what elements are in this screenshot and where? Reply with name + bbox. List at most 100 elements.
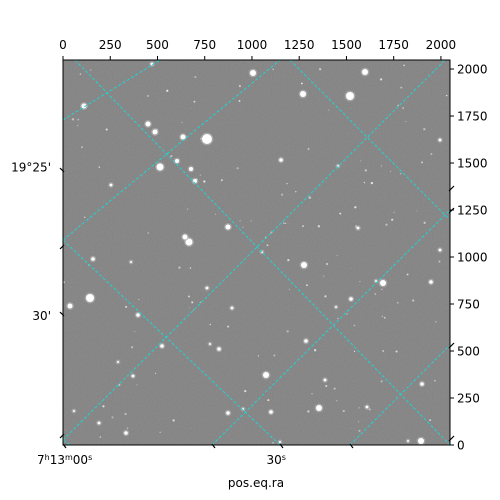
faint-star <box>147 232 149 234</box>
faint-star <box>270 231 273 234</box>
faint-star <box>325 384 328 388</box>
faint-star <box>200 137 202 140</box>
faint-star <box>423 128 426 131</box>
top-tick-label: 250 <box>99 38 122 52</box>
faint-star <box>359 281 361 283</box>
star <box>202 134 212 144</box>
faint-star <box>239 220 241 222</box>
faint-star <box>257 355 260 357</box>
faint-star <box>166 89 169 92</box>
faint-star <box>90 69 92 71</box>
star <box>269 410 273 414</box>
faint-star <box>159 431 161 434</box>
star <box>438 138 442 142</box>
faint-star <box>364 169 367 172</box>
star <box>124 431 128 435</box>
star <box>279 441 281 443</box>
faint-star <box>244 389 247 393</box>
right-tick-label: 0 <box>457 439 465 453</box>
faint-star <box>181 122 183 124</box>
faint-star <box>273 354 276 357</box>
star <box>349 297 353 301</box>
faint-star <box>284 222 287 225</box>
faint-star <box>286 182 288 185</box>
bottom-ra-axis: 7h13m00s 30s <box>37 185 455 468</box>
right-tick-label: 750 <box>457 298 480 312</box>
faint-star <box>98 166 101 168</box>
dec-tick-label: 30' <box>32 309 51 323</box>
star <box>346 92 354 100</box>
star <box>429 280 433 284</box>
star <box>407 440 409 442</box>
faint-star <box>445 94 448 97</box>
star <box>136 313 140 317</box>
top-tick-label: 2000 <box>426 38 457 52</box>
star <box>145 121 151 127</box>
star <box>356 226 360 230</box>
star <box>130 261 132 263</box>
left-tick <box>59 167 65 173</box>
faint-star <box>102 405 105 408</box>
faint-star <box>156 128 158 131</box>
right-tick-label: 500 <box>457 345 480 359</box>
faint-star <box>79 73 82 75</box>
faint-star <box>342 409 345 413</box>
faint-star <box>385 223 388 226</box>
star <box>67 303 73 309</box>
faint-star <box>383 316 386 319</box>
faint-star <box>328 109 330 111</box>
faint-star <box>188 307 190 309</box>
faint-star <box>193 100 196 103</box>
faint-star <box>295 190 297 193</box>
star <box>279 158 283 162</box>
faint-star <box>395 350 398 353</box>
faint-star <box>393 211 395 214</box>
ra-tick-label: 7h13m00s <box>37 453 92 468</box>
left-tick <box>59 433 65 439</box>
star <box>205 286 209 290</box>
faint-star <box>381 288 383 290</box>
faint-star <box>325 262 329 266</box>
faint-star <box>406 273 409 276</box>
ra-grid-line <box>63 60 161 121</box>
faint-star <box>374 293 377 295</box>
dec-grid-line <box>63 439 71 445</box>
faint-star <box>111 416 114 419</box>
faint-star <box>306 284 308 287</box>
faint-star <box>358 407 360 409</box>
faint-star <box>196 178 198 181</box>
bottom-tick <box>279 443 284 449</box>
right-tick-label: 1500 <box>457 157 488 171</box>
faint-star <box>353 324 356 327</box>
star <box>380 280 386 286</box>
faint-star <box>433 379 436 382</box>
faint-star <box>84 216 86 219</box>
right-pixel-axis: 0 250 500 750 1000 1250 1500 1750 2000 <box>450 63 488 453</box>
faint-star <box>124 412 127 416</box>
top-tick-label: 750 <box>193 38 216 52</box>
faint-star <box>423 221 426 224</box>
faint-star <box>105 128 108 131</box>
star <box>316 405 322 411</box>
faint-star <box>368 408 371 411</box>
star-field-image <box>63 60 450 445</box>
faint-star <box>308 196 311 199</box>
faint-star <box>199 301 202 304</box>
faint-star <box>138 298 140 301</box>
ra-tick-label: 30s <box>267 453 286 468</box>
star <box>160 344 164 348</box>
right-tick-label: 2000 <box>457 63 488 77</box>
ra-value: 13 <box>50 453 65 467</box>
right-edge-tick <box>448 185 455 192</box>
faint-star <box>287 258 290 262</box>
faint-star <box>381 315 384 318</box>
faint-star <box>227 325 230 328</box>
faint-star <box>317 225 321 228</box>
star <box>156 163 164 171</box>
ra-value: 30 <box>267 453 282 467</box>
plot-frame <box>62 59 451 446</box>
faint-star <box>189 267 192 269</box>
faint-star <box>242 226 244 228</box>
faint-star <box>397 104 399 107</box>
faint-star <box>354 225 358 228</box>
